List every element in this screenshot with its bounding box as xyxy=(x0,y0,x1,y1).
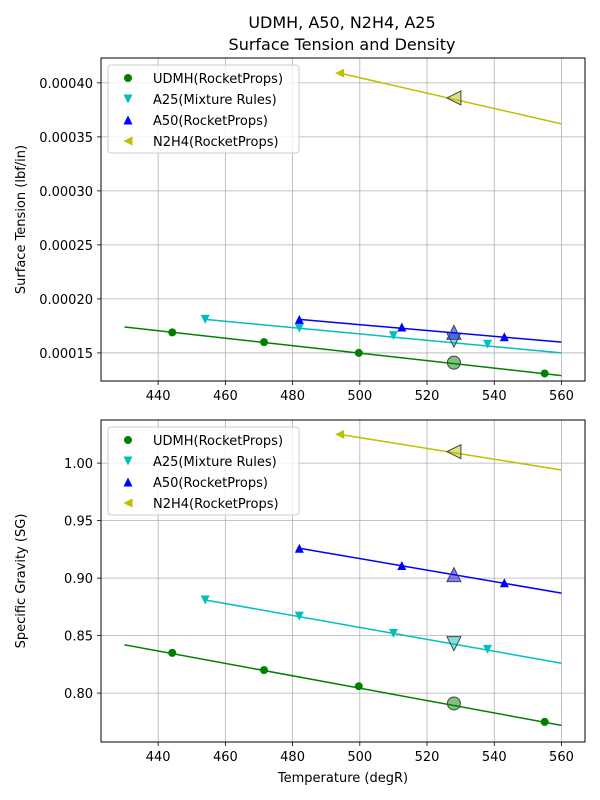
y-axis-label: Surface Tension (lbf/in) xyxy=(14,145,29,294)
specific-gravity-panel: 440 460 480 500 520 540 560 0.80 0.85 0.90 0.95 1.0… xyxy=(14,419,586,786)
legend: UDMH(RocketProps) A25(Mixture Rules) A50(R… xyxy=(107,426,300,516)
a25-data-point xyxy=(200,595,210,605)
y-tick-label: 0.00020 xyxy=(39,293,93,308)
axes-frame xyxy=(100,419,586,743)
y-tick-label: 0.00015 xyxy=(39,347,93,362)
legend-marker xyxy=(123,456,133,466)
x-tick-label: 460 xyxy=(213,750,238,765)
udmh-data-point xyxy=(540,717,549,726)
legend-entry: A25(Mixture Rules) xyxy=(153,455,277,470)
n2h4-highlight-point xyxy=(445,90,462,106)
a50-series-line xyxy=(299,547,562,594)
a25-data-point xyxy=(388,628,398,638)
legend-marker xyxy=(123,115,133,125)
x-tick-label: 440 xyxy=(146,750,171,765)
udmh-series-line xyxy=(124,644,562,727)
legend-box xyxy=(107,64,300,154)
a25-data-point xyxy=(294,611,304,621)
a25-highlight-point xyxy=(446,636,462,652)
y-tick-label: 0.00035 xyxy=(39,131,93,146)
y-tick-label: 0.95 xyxy=(64,515,93,530)
a50-highlight-point xyxy=(446,324,462,340)
y-tick-label: 0.85 xyxy=(64,630,93,645)
x-tick-label: 500 xyxy=(347,750,372,765)
a25-data-point xyxy=(200,314,210,324)
a50-data-point xyxy=(397,322,407,332)
x-tick-label: 500 xyxy=(347,389,372,404)
x-tick-label: 480 xyxy=(280,750,305,765)
chart-title: UDMH, A50, N2H4, A25 xyxy=(248,13,435,32)
udmh-data-point xyxy=(354,348,363,357)
legend-marker xyxy=(123,477,133,487)
n2h4-data-point xyxy=(335,429,345,439)
udmh-highlight-point xyxy=(446,355,461,370)
udmh-data-point xyxy=(260,666,269,675)
a25-data-point xyxy=(483,644,493,654)
legend-entry: A25(Mixture Rules) xyxy=(153,93,277,108)
a25-data-point xyxy=(483,339,493,349)
x-tick-label: 460 xyxy=(213,389,238,404)
udmh-data-point xyxy=(540,369,549,378)
y-tick-label: 0.90 xyxy=(64,572,93,587)
udmh-data-point xyxy=(354,682,363,691)
a50-data-point xyxy=(294,314,304,324)
x-tick-label: 440 xyxy=(146,389,171,404)
a25-data-point xyxy=(294,323,304,333)
axes-frame xyxy=(100,57,586,382)
y-tick-label: 0.00030 xyxy=(39,185,93,200)
x-tick-label: 520 xyxy=(415,389,440,404)
a50-highlight-point xyxy=(446,566,462,583)
x-tick-label: 540 xyxy=(482,750,507,765)
a50-data-point xyxy=(499,578,509,588)
x-tick-label: 540 xyxy=(482,389,507,404)
udmh-data-point xyxy=(168,648,177,657)
legend-box xyxy=(107,426,300,516)
legend-entry: UDMH(RocketProps) xyxy=(153,434,283,449)
n2h4-highlight-point xyxy=(445,443,462,460)
x-tick-label: 560 xyxy=(549,389,574,404)
udmh-data-point xyxy=(260,338,269,347)
x-tick-label: 480 xyxy=(280,389,305,404)
udmh-series-line xyxy=(124,326,562,377)
legend: UDMH(RocketProps) A25(Mixture Rules) A50(R… xyxy=(107,64,300,154)
legend-entry: A50(RocketProps) xyxy=(153,476,268,491)
surface-tension-panel: 440 460 480 500 520 540 560 0.00015 0.00020 0.000… xyxy=(14,57,586,404)
a50-data-point xyxy=(294,543,304,553)
y-tick-label: 1.00 xyxy=(64,457,93,472)
x-tick-label: 520 xyxy=(415,750,440,765)
legend-marker xyxy=(124,74,132,82)
y-tick-label: 0.80 xyxy=(64,687,93,702)
udmh-data-point xyxy=(168,328,177,337)
a25-series-line xyxy=(205,318,562,354)
legend-marker xyxy=(124,436,132,444)
legend-entry: A50(RocketProps) xyxy=(153,114,268,129)
legend-marker xyxy=(123,498,133,508)
legend-marker xyxy=(123,136,133,146)
chart-subtitle: Surface Tension and Density xyxy=(229,35,456,54)
n2h4-data-point xyxy=(335,68,345,78)
x-tick-label: 560 xyxy=(549,750,574,765)
a25-series-line xyxy=(205,599,562,664)
a50-series-line xyxy=(299,318,562,343)
legend-entry: N2H4(RocketProps) xyxy=(153,135,279,150)
y-axis-label: Specific Gravity (SG) xyxy=(14,514,29,649)
legend-entry: N2H4(RocketProps) xyxy=(153,497,279,512)
legend-entry: UDMH(RocketProps) xyxy=(153,72,283,87)
a50-data-point xyxy=(397,560,407,570)
legend-marker xyxy=(123,94,133,104)
udmh-highlight-point xyxy=(446,696,461,711)
y-tick-label: 0.00040 xyxy=(39,77,93,92)
a25-data-point xyxy=(388,331,398,341)
x-axis-label: Temperature (degR) xyxy=(277,771,408,786)
y-tick-label: 0.00025 xyxy=(39,239,93,254)
a50-data-point xyxy=(499,332,509,342)
